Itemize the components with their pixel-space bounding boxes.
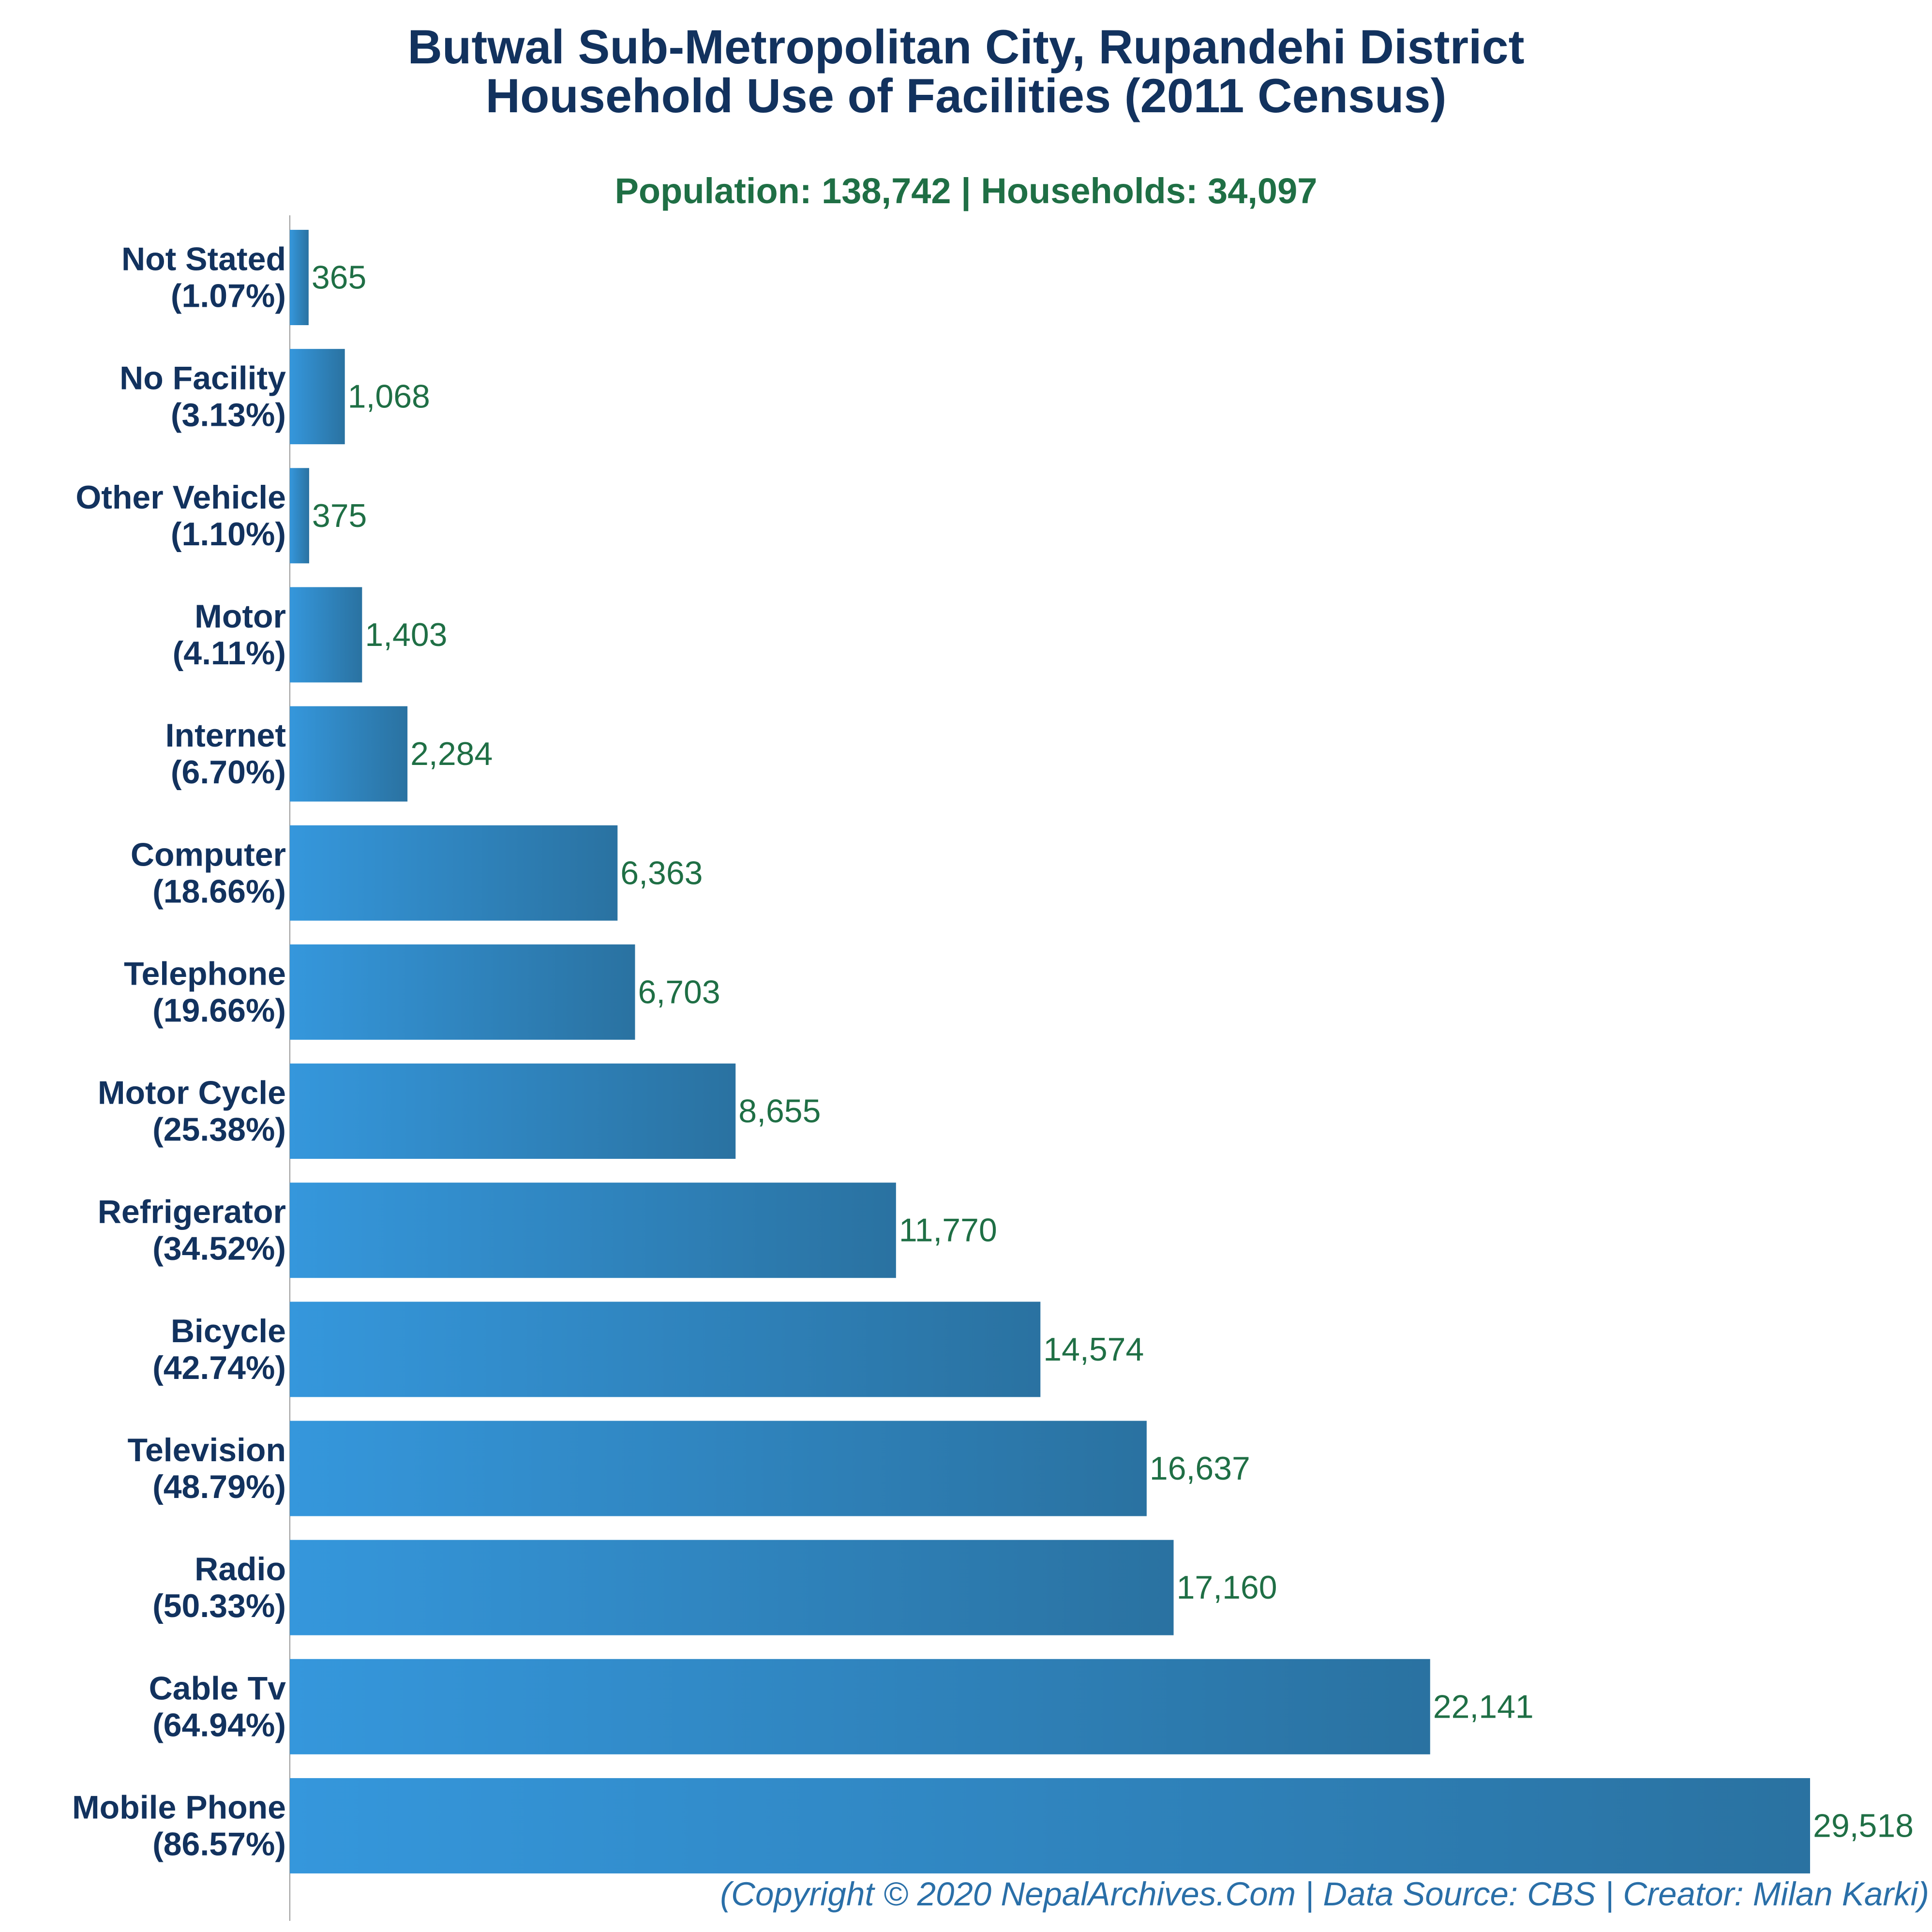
category-percent: (42.74%) (152, 1349, 286, 1386)
category-percent: (1.10%) (171, 516, 286, 553)
category-label: Television (48.79%) (127, 1432, 286, 1505)
category-name: Bicycle (171, 1313, 286, 1349)
category-percent: (19.66%) (152, 992, 286, 1029)
bar-motor (290, 587, 362, 683)
bar-internet (290, 706, 408, 802)
category-name: Computer (131, 836, 286, 873)
bar-cable-tv (290, 1659, 1430, 1754)
category-labels-group: Not Stated (1.07%) No Facility (3.13%) Other… (72, 241, 286, 1863)
category-name: Telephone (124, 955, 286, 992)
category-percent: (1.07%) (171, 278, 286, 315)
bar-bicycle (290, 1302, 1041, 1397)
value-label: 22,141 (1433, 1688, 1534, 1725)
value-label: 29,518 (1813, 1807, 1914, 1844)
value-label: 17,160 (1177, 1569, 1277, 1606)
category-label: Other Vehicle (1.10%) (75, 479, 286, 553)
value-label: 16,637 (1150, 1450, 1250, 1487)
chart-subtitle: Population: 138,742 | Households: 34,097 (614, 171, 1318, 211)
bar-no-facility (290, 349, 345, 445)
chart-title-line-1: Butwal Sub-Metropolitan City, Rupandehi … (407, 20, 1525, 74)
bar-radio (290, 1540, 1174, 1635)
category-percent: (25.38%) (152, 1111, 286, 1148)
category-label: Mobile Phone (86.57%) (72, 1789, 286, 1862)
value-label: 8,655 (738, 1093, 821, 1130)
category-label: Internet (6.70%) (165, 717, 286, 791)
value-label: 375 (312, 497, 367, 534)
category-label: Refrigerator (34.52%) (98, 1194, 286, 1267)
bar-television (290, 1421, 1147, 1516)
category-name: Not Stated (121, 241, 286, 278)
category-percent: (18.66%) (152, 873, 286, 910)
chart-title-line-2: Household Use of Facilities (2011 Census… (485, 69, 1447, 122)
category-percent: (3.13%) (171, 397, 286, 434)
category-name: Refrigerator (98, 1194, 286, 1230)
category-name: No Facility (120, 360, 286, 397)
value-label: 1,403 (365, 616, 447, 653)
category-label: Motor (4.11%) (173, 598, 286, 672)
category-label: Computer (18.66%) (131, 836, 286, 910)
category-percent: (64.94%) (152, 1707, 286, 1743)
bar-mobile-phone (290, 1778, 1810, 1873)
value-label: 1,068 (348, 378, 430, 415)
category-name: Motor Cycle (98, 1075, 286, 1111)
value-label: 11,770 (899, 1212, 997, 1249)
category-label: Radio (50.33%) (152, 1551, 286, 1624)
bar-refrigerator (290, 1183, 896, 1278)
credit-footer: (Copyright © 2020 NepalArchives.Com | Da… (720, 1875, 1929, 1913)
category-name: Cable Tv (149, 1670, 286, 1707)
category-name: Other Vehicle (75, 479, 286, 516)
bar-computer (290, 825, 618, 921)
category-label: Telephone (19.66%) (124, 955, 286, 1029)
category-name: Radio (195, 1551, 286, 1588)
value-label: 365 (312, 259, 366, 296)
category-label: Bicycle (42.74%) (152, 1313, 286, 1386)
category-percent: (4.11%) (173, 635, 286, 672)
category-label: No Facility (3.13%) (120, 360, 286, 434)
bar-other-vehicle (290, 468, 309, 564)
category-name: Television (127, 1432, 286, 1468)
category-percent: (48.79%) (152, 1468, 286, 1505)
category-name: Internet (165, 717, 286, 754)
category-label: Cable Tv (64.94%) (149, 1670, 286, 1743)
category-name: Motor (195, 598, 286, 635)
value-label: 2,284 (410, 735, 493, 772)
value-label: 6,703 (638, 973, 720, 1010)
bars-group (290, 230, 1810, 1873)
category-percent: (86.57%) (152, 1826, 286, 1862)
value-label: 14,574 (1043, 1331, 1144, 1368)
bar-not-stated (290, 230, 309, 325)
category-percent: (50.33%) (152, 1588, 286, 1624)
category-percent: (6.70%) (171, 754, 286, 791)
bar-telephone (290, 944, 635, 1040)
category-label: Motor Cycle (25.38%) (98, 1075, 286, 1148)
value-labels-group: 365 1,068 375 1,403 2,284 6,363 6,703 8,655 11,7… (312, 259, 1914, 1844)
category-name: Mobile Phone (72, 1789, 286, 1826)
bar-motor-cycle (290, 1063, 736, 1159)
category-label: Not Stated (1.07%) (121, 241, 286, 315)
category-percent: (34.52%) (152, 1230, 286, 1267)
value-label: 6,363 (620, 854, 703, 891)
